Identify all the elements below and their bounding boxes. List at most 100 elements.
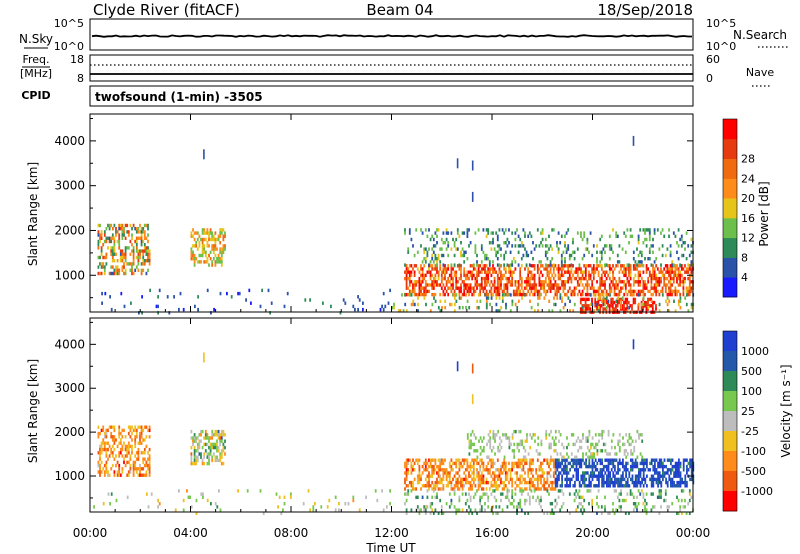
scatter-cell (464, 273, 467, 278)
scatter-cell (540, 487, 542, 491)
scatter-cell (641, 458, 643, 462)
scatter-cell (471, 464, 474, 469)
scatter-cell (444, 264, 446, 268)
scatter-cell (99, 431, 101, 436)
scatter-cell (680, 273, 683, 278)
scatter-cell (535, 286, 538, 290)
scatter-cell (418, 270, 421, 274)
scatter-cell (679, 306, 682, 310)
scatter-cell (564, 283, 566, 287)
scatter-cell (417, 309, 419, 313)
scatter-cell (532, 276, 534, 281)
scatter-cell (447, 484, 450, 488)
scatter-cell (513, 442, 516, 447)
scatter-cell (526, 433, 528, 437)
scatter-cell (412, 267, 414, 271)
scatter-cell (219, 291, 222, 296)
scatter-cell (129, 425, 132, 429)
nave-tick-high: 60 (706, 53, 720, 66)
scatter-cell (679, 464, 682, 469)
scatter-cell (143, 438, 146, 442)
scatter-cell (548, 484, 550, 488)
scatter-cell (686, 468, 688, 472)
scatter-cell (118, 425, 121, 429)
scatter-cell (508, 276, 510, 281)
scatter-cell (145, 223, 148, 228)
scatter-cell (277, 505, 279, 509)
scatter-cell (210, 502, 212, 506)
scatter-cell (118, 239, 121, 244)
scatter-cell (676, 241, 678, 245)
scatter-cell (524, 480, 526, 485)
scatter-cell (668, 286, 670, 290)
scatter-cell (487, 480, 490, 485)
scatter-cell (572, 464, 575, 469)
scatter-cell (105, 239, 108, 244)
scatter-cell (482, 480, 485, 485)
scatter-cell (201, 445, 204, 450)
scatter-cell (630, 468, 632, 472)
scatter-cell (666, 458, 669, 462)
scatter-cell (220, 455, 223, 459)
scatter-cell (270, 301, 273, 305)
scatter-cell (612, 471, 615, 475)
scatter-spot (456, 158, 459, 169)
scatter-cell (145, 435, 148, 439)
scatter-cell (682, 289, 685, 294)
scatter-cell (639, 292, 642, 297)
scatter-cell (504, 270, 507, 274)
scatter-cell (124, 463, 127, 468)
scatter-cell (450, 464, 453, 469)
nsky-trace (91, 34, 692, 38)
scatter-cell (660, 276, 662, 281)
scatter-cell (135, 457, 138, 461)
scatter-cell (609, 452, 612, 456)
scatter-cell (121, 444, 124, 449)
scatter-cell (596, 502, 598, 506)
scatter-cell (685, 302, 688, 307)
scatter-cell (632, 276, 635, 281)
scatter-cell (600, 289, 603, 294)
scatter-cell (450, 267, 453, 271)
scatter-cell (488, 260, 491, 264)
scatter-cell (553, 296, 555, 300)
scatter-cell (508, 436, 511, 440)
scatter-cell (145, 259, 148, 263)
scatter-cell (439, 461, 442, 466)
scatter-cell (421, 280, 424, 284)
scatter-cell (622, 474, 624, 478)
scatter-cell (453, 474, 456, 478)
scatter-cell (217, 449, 220, 453)
scatter-cell (581, 495, 584, 499)
scatter-cell (582, 455, 584, 459)
scatter-cell (617, 464, 619, 469)
scatter-cell (113, 268, 116, 272)
scatter-cell (585, 464, 587, 469)
scatter-cell (495, 474, 498, 478)
scatter-cell (412, 289, 414, 294)
scatter-cell (472, 474, 475, 478)
scatter-cell (559, 489, 562, 493)
scatter-cell (203, 228, 206, 232)
scatter-cell (624, 297, 627, 302)
scatter-cell (155, 304, 158, 309)
scatter-cell (103, 463, 106, 468)
scatter-cell (676, 511, 678, 515)
scatter-cell (628, 474, 631, 478)
station-title: Clyde River (fitACF) (93, 1, 240, 19)
scatter-cell (431, 495, 434, 499)
scatter-cell (189, 495, 191, 499)
scatter-cell (512, 498, 515, 503)
scatter-cell (671, 458, 674, 462)
scatter-cell (158, 288, 161, 293)
scatter-cell (558, 458, 560, 462)
scatter-cell (193, 445, 196, 450)
scatter-cell (614, 477, 616, 482)
scatter-cell (517, 458, 520, 462)
scatter-cell (460, 264, 462, 268)
scatter-cell (566, 458, 568, 462)
scatter-cell (211, 247, 214, 251)
scatter-cell (639, 492, 642, 496)
scatter-cell (500, 283, 502, 287)
scatter-cell (554, 449, 557, 453)
